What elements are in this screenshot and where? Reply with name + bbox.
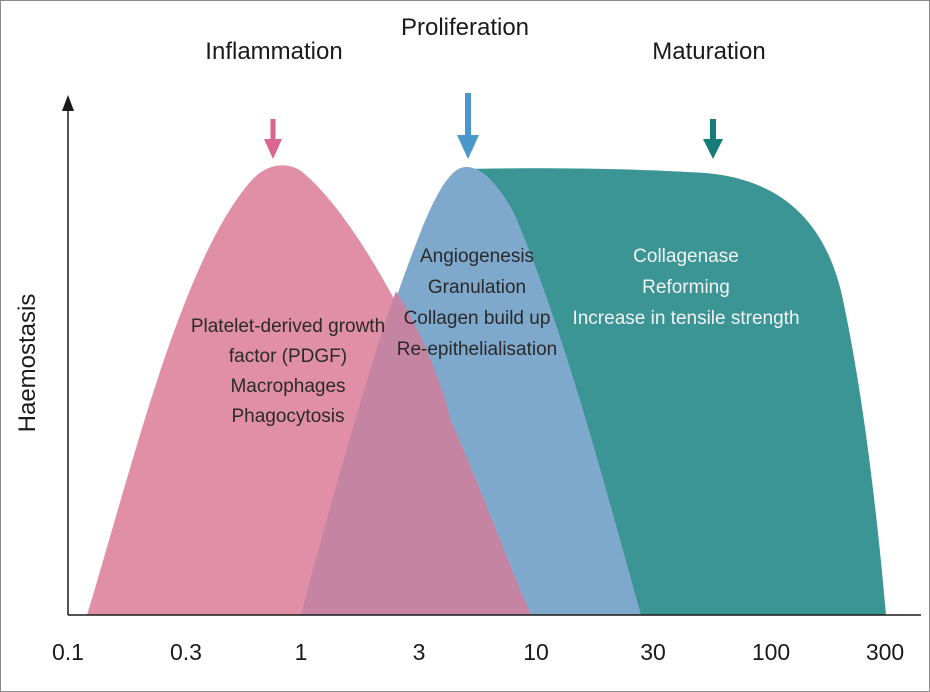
maturation-line-1: Collagenase — [633, 246, 739, 267]
proliferation-line-4: Re-epithelialisation — [397, 339, 558, 360]
proliferation-line-2: Granulation — [428, 277, 526, 298]
inflammation-line-2: factor (PDGF) — [229, 346, 347, 367]
maturation-line-2: Reforming — [642, 277, 730, 298]
maturation-title: Maturation — [652, 38, 765, 65]
x-tick-label: 100 — [752, 639, 790, 665]
overlap-region — [301, 291, 531, 615]
inflammation-line-3: Macrophages — [230, 376, 345, 397]
maturation-line-3: Increase in tensile strength — [572, 308, 799, 329]
y-axis-arrow-icon — [62, 95, 74, 111]
inflammation-title: Inflammation — [205, 38, 342, 65]
x-tick-label: 3 — [413, 639, 426, 665]
maturation-curve — [459, 168, 886, 615]
x-tick-label: 30 — [640, 639, 666, 665]
proliferation-title: Proliferation — [401, 14, 529, 41]
inflammation-line-4: Phagocytosis — [231, 406, 344, 427]
x-tick-label: 300 — [866, 639, 904, 665]
x-tick-label: 1 — [295, 639, 308, 665]
x-tick-label: 0.1 — [52, 639, 84, 665]
x-tick-label: 10 — [523, 639, 549, 665]
proliferation-line-1: Angiogenesis — [420, 246, 534, 267]
inflammation-arrow-icon — [264, 119, 282, 159]
inflammation-line-1: Platelet-derived growth — [191, 316, 385, 337]
x-tick-label: 0.3 — [170, 639, 202, 665]
y-axis-label: Haemostasis — [14, 294, 41, 433]
proliferation-line-3: Collagen build up — [404, 308, 551, 329]
maturation-arrow-icon — [703, 119, 723, 159]
proliferation-arrow-icon — [457, 93, 479, 159]
